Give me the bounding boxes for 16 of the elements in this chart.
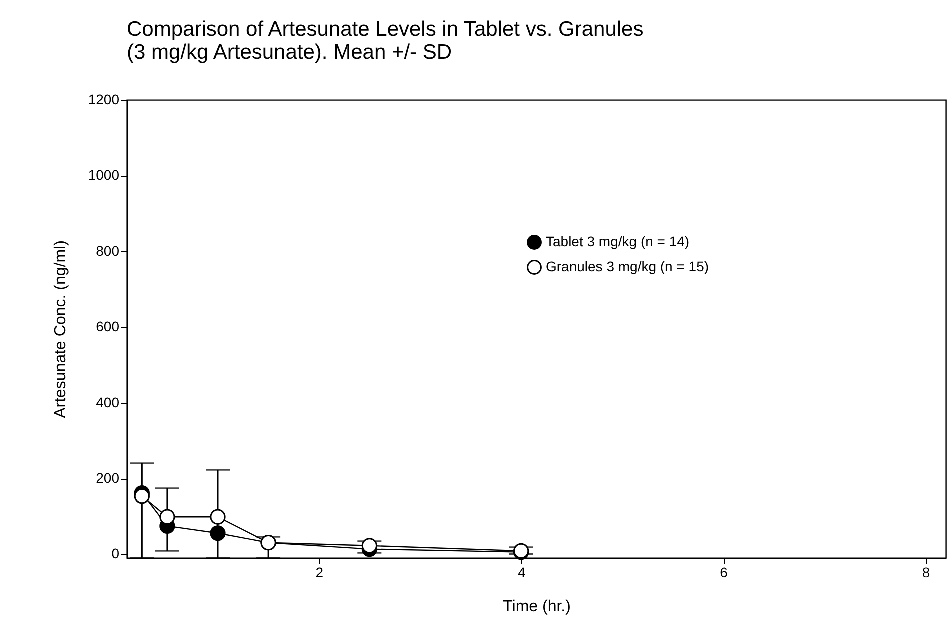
y-tick-label: 200	[96, 470, 120, 486]
legend-label: Tablet 3 mg/kg (n = 14)	[546, 234, 690, 250]
y-tick-label: 1200	[88, 92, 120, 108]
x-axis-title: Time (hr.)	[503, 598, 571, 616]
x-tick-label: 6	[720, 564, 728, 580]
y-tick-label: 800	[96, 242, 120, 259]
x-tick-label: 8	[922, 564, 930, 580]
y-axis-title: Artesunate Conc. (ng/ml)	[52, 240, 70, 418]
y-tick-label: 400	[96, 394, 120, 410]
x-tick-label: 2	[316, 564, 324, 580]
y-tick-label: 600	[96, 318, 120, 335]
y-tick-label: 1000	[88, 167, 120, 184]
chart-title: Comparison of Artesunate Levels in Tablet vs. Granules (3 mg/kg Artesunate). Mean +/- SD	[127, 18, 644, 64]
legend-label: Granules 3 mg/kg (n = 15)	[546, 258, 710, 274]
x-tick-label: 4	[518, 564, 526, 580]
y-tick-label: 0	[112, 546, 120, 562]
